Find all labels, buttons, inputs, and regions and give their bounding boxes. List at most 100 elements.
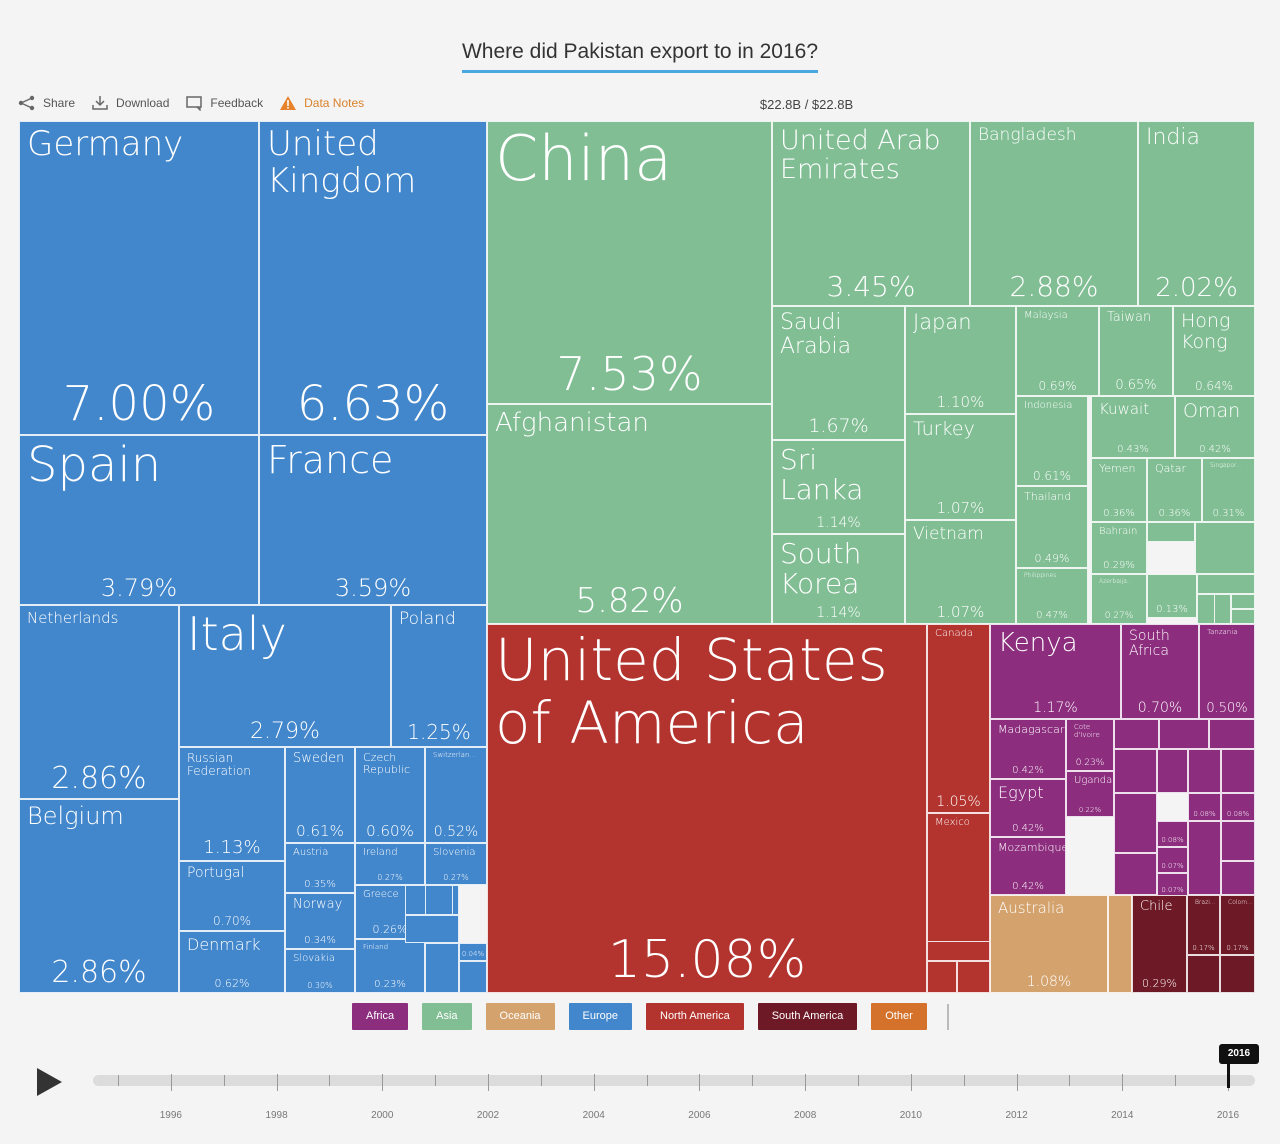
- treemap-cell-small-africa-9[interactable]: [1188, 821, 1221, 895]
- treemap-cell-small-europe-2[interactable]: [425, 943, 459, 993]
- legend-europe[interactable]: Europe: [568, 1003, 632, 1030]
- treemap-cell-small-asia-6[interactable]: [1214, 594, 1231, 624]
- treemap-cell-madagascar-53[interactable]: Madagascar 0.42%: [990, 719, 1066, 779]
- treemap-cell-denmark-10[interactable]: Denmark 0.62%: [179, 931, 285, 993]
- timeline-year-label[interactable]: 2016: [1216, 1110, 1240, 1121]
- treemap-cell-small-south-america-0[interactable]: [1187, 955, 1220, 993]
- treemap-cell-south-africa-51[interactable]: South Africa 0.70%: [1121, 624, 1199, 719]
- treemap-cell-portugal-9[interactable]: Portugal 0.70%: [179, 861, 285, 931]
- legend-south-america[interactable]: South America: [757, 1003, 858, 1030]
- treemap-cell-saudi-arabia-27[interactable]: Saudi Arabia 1.67%: [772, 306, 905, 440]
- treemap-cell-hong-kong-35[interactable]: Hong Kong 0.64%: [1173, 306, 1255, 396]
- treemap-cell-oman-38[interactable]: Oman 0.42%: [1175, 396, 1255, 458]
- treemap-cell-chile-64[interactable]: Chile 0.29%: [1132, 895, 1187, 993]
- treemap-cell-finland-20[interactable]: Finland 0.23%: [355, 939, 425, 993]
- timeline-year-label[interactable]: 2000: [371, 1110, 394, 1121]
- treemap-cell-small-asia-2[interactable]: [1197, 574, 1255, 594]
- data-notes-button[interactable]: Data Notes: [279, 95, 364, 111]
- treemap-cell-small-africa-7[interactable]: [1114, 793, 1157, 853]
- treemap-cell-austria-14[interactable]: Austria 0.35%: [285, 843, 355, 893]
- treemap-cell-small-africa-8[interactable]: [1114, 853, 1157, 895]
- treemap-cell-kuwait-37[interactable]: Kuwait 0.43%: [1091, 396, 1175, 458]
- treemap-cell-united-kingdom-1[interactable]: United Kingdom 6.63%: [259, 121, 487, 435]
- timeline-year-label[interactable]: 2002: [476, 1110, 500, 1121]
- treemap-cell-italy-6[interactable]: Italy 2.79%: [179, 605, 391, 747]
- treemap-cell-slovenia-18[interactable]: Slovenia 0.27%: [425, 843, 487, 885]
- treemap-cell-united-arab-emirates-24[interactable]: United Arab Emirates 3.45%: [772, 121, 970, 306]
- timeline-year-label[interactable]: 2008: [794, 1110, 817, 1121]
- timeline-handle[interactable]: [1227, 1062, 1230, 1088]
- treemap-cell-bangladesh-25[interactable]: Bangladesh 2.88%: [970, 121, 1138, 306]
- treemap-cell-unnamed-60[interactable]: 0.08%: [1157, 821, 1188, 847]
- treemap-cell-russian-federation-8[interactable]: Russian Federation 1.13%: [179, 747, 285, 861]
- timeline-year-label[interactable]: 2014: [1111, 1110, 1134, 1121]
- legend-north-america[interactable]: North America: [646, 1003, 744, 1030]
- treemap-cell-small-europe-3[interactable]: [459, 961, 487, 993]
- timeline-year-label[interactable]: 1996: [159, 1110, 182, 1121]
- treemap-cell-thailand-39[interactable]: Thailand 0.49%: [1016, 486, 1088, 568]
- treemap-cell-spain-2[interactable]: Spain 3.79%: [19, 435, 259, 605]
- treemap-cell-unnamed-62[interactable]: 0.07%: [1157, 873, 1188, 897]
- treemap-cell-south-korea-31[interactable]: South Korea 1.14%: [772, 534, 905, 624]
- treemap-cell-small-africa-3[interactable]: [1114, 749, 1157, 793]
- treemap-cell-unnamed-58[interactable]: 0.08%: [1188, 793, 1221, 821]
- legend-other[interactable]: Other: [871, 1003, 927, 1030]
- treemap-cell-unnamed-59[interactable]: 0.08%: [1221, 793, 1255, 821]
- feedback-button[interactable]: Feedback: [185, 95, 263, 111]
- legend-oceania[interactable]: Oceania: [485, 1003, 555, 1030]
- treemap-cell-turkey-29[interactable]: Turkey 1.07%: [905, 414, 1016, 520]
- timeline-year-label[interactable]: 2004: [582, 1110, 605, 1121]
- treemap-cell-azerbaija-45[interactable]: Azerbaija... 0.27%: [1091, 574, 1147, 624]
- treemap-cell-malaysia-33[interactable]: Malaysia 0.69%: [1016, 306, 1099, 396]
- treemap-cell-qatar-41[interactable]: Qatar 0.36%: [1147, 458, 1202, 522]
- timeline-year-label[interactable]: 1998: [265, 1110, 288, 1121]
- treemap-cell-norway-15[interactable]: Norway 0.34%: [285, 893, 355, 949]
- treemap-cell-belgium-5[interactable]: Belgium 2.86%: [19, 799, 179, 993]
- treemap-cell-singapor-42[interactable]: Singapor... 0.31%: [1202, 458, 1255, 522]
- treemap-cell-australia-63[interactable]: Australia 1.08%: [990, 895, 1108, 993]
- timeline-year-label[interactable]: 2006: [688, 1110, 711, 1121]
- treemap-cell-egypt-56[interactable]: Egypt 0.42%: [990, 779, 1066, 837]
- treemap-cell-germany-0[interactable]: Germany 7.00%: [19, 121, 259, 435]
- treemap-cell-small-asia-1[interactable]: [1195, 522, 1255, 574]
- treemap-cell-small-north-america-2[interactable]: [957, 961, 990, 993]
- treemap-cell-czech-republic-12[interactable]: Czech Republic 0.60%: [355, 747, 425, 843]
- treemap-cell-vietnam-32[interactable]: Vietnam 1.07%: [905, 520, 1016, 624]
- treemap-cell-small-africa-6[interactable]: [1221, 749, 1255, 793]
- download-button[interactable]: Download: [91, 95, 169, 111]
- treemap-cell-small-asia-5[interactable]: [1231, 609, 1255, 624]
- treemap-cell-taiwan-34[interactable]: Taiwan 0.65%: [1099, 306, 1173, 396]
- treemap-cell-philippines-43[interactable]: Philippines 0.47%: [1016, 568, 1088, 624]
- treemap-cell-unnamed-21[interactable]: 0.04%: [459, 943, 487, 961]
- treemap-cell-small-africa-11[interactable]: [1221, 861, 1255, 895]
- treemap-cell-small-africa-5[interactable]: [1188, 749, 1221, 793]
- treemap-cell-small-africa-1[interactable]: [1159, 719, 1209, 749]
- treemap-cell-brazi-65[interactable]: Brazi... 0.17%: [1187, 895, 1220, 955]
- treemap-cell-switzerlan-13[interactable]: Switzerlan... 0.52%: [425, 747, 487, 843]
- treemap-cell-afghanistan-23[interactable]: Afghanistan 5.82%: [487, 404, 772, 624]
- treemap-cell-japan-28[interactable]: Japan 1.10%: [905, 306, 1016, 414]
- treemap-cell-ireland-17[interactable]: Ireland 0.27%: [355, 843, 425, 885]
- treemap-cell-cote-d-ivoire-54[interactable]: Cote d'Ivoire 0.23%: [1066, 719, 1114, 771]
- treemap-cell-bahrain-44[interactable]: Bahrain 0.29%: [1091, 522, 1147, 574]
- timeline-year-label[interactable]: 2010: [899, 1110, 922, 1121]
- treemap-cell-small-asia-0[interactable]: [1147, 522, 1195, 542]
- treemap-cell-small-africa-0[interactable]: [1114, 719, 1159, 749]
- treemap-cell-yemen-40[interactable]: Yemen 0.36%: [1091, 458, 1147, 522]
- treemap-cell-small-africa-4[interactable]: [1157, 749, 1188, 793]
- treemap-cell-indonesia-36[interactable]: Indonesia 0.61%: [1016, 396, 1088, 486]
- treemap-cell-small-africa-10[interactable]: [1221, 821, 1255, 861]
- treemap-cell-tanzania-52[interactable]: Tanzania 0.50%: [1199, 624, 1255, 719]
- legend-asia[interactable]: Asia: [422, 1003, 472, 1030]
- treemap-cell-canada-48[interactable]: Canada 1.05%: [927, 624, 990, 813]
- treemap-cell-china-22[interactable]: China 7.53%: [487, 121, 772, 404]
- treemap-cell-small-south-america-1[interactable]: [1220, 955, 1255, 993]
- treemap-cell-france-3[interactable]: France 3.59%: [259, 435, 487, 605]
- timeline-track[interactable]: [93, 1075, 1255, 1086]
- play-icon[interactable]: [37, 1068, 62, 1096]
- treemap-cell-kenya-50[interactable]: Kenya 1.17%: [990, 624, 1121, 719]
- treemap-cell-sri-lanka-30[interactable]: Sri Lanka 1.14%: [772, 440, 905, 534]
- treemap-cell-small-europe-1[interactable]: [405, 915, 459, 943]
- treemap-cell-india-26[interactable]: India 2.02%: [1138, 121, 1255, 306]
- treemap-cell-unnamed-61[interactable]: 0.07%: [1157, 847, 1188, 873]
